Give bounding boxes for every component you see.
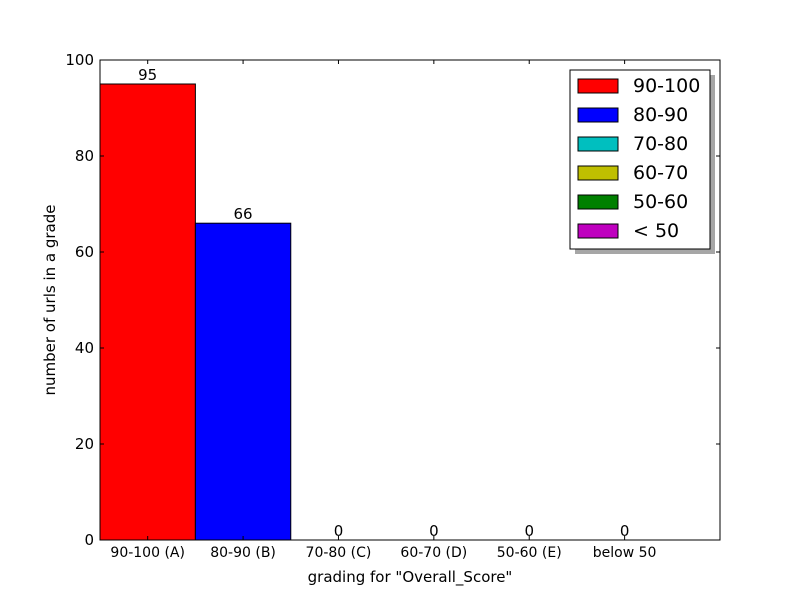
legend-box [569,69,711,250]
bar-value-label-2: 0 [334,522,344,540]
x-axis-label: grading for "Overall_Score" [308,568,513,587]
y-tick-label-2: 40 [75,339,94,357]
y-tick-label-1: 20 [75,435,94,453]
y-tick-label-0: 0 [84,531,94,549]
legend: 90-100 80-90 70-80 60-70 50-60 < 50 [569,69,715,254]
bar-value-label-3: 0 [429,522,439,540]
bars-layer [99,83,292,541]
x-tick-label-3: 60-70 (D) [400,545,467,561]
legend-label-4: 50-60 [633,191,688,213]
plot-area-frame [99,59,721,541]
bar-0 [99,83,196,541]
legend-swatch-3 [577,165,619,181]
legend-swatch-1 [577,107,619,123]
legend-swatch-5 [577,223,619,239]
bar-1 [194,222,292,541]
legend-label-0: 90-100 [633,75,700,97]
legend-entries: 90-100 80-90 70-80 60-70 50-60 < 50 [577,75,700,242]
bar-value-labels: 95 66 0 0 0 0 [138,66,629,540]
legend-label-5: < 50 [633,220,679,242]
x-tick-label-1: 80-90 (B) [210,545,276,561]
y-axis-label: number of urls in a grade [41,205,59,396]
y-tick-label-5: 100 [65,51,94,69]
legend-swatch-0 [577,78,619,94]
bar-value-label-5: 0 [620,522,630,540]
x-tick-label-4: 50-60 (E) [497,545,562,561]
y-tick-label-4: 80 [75,147,94,165]
bar-value-label-4: 0 [524,522,534,540]
x-tick-label-2: 70-80 (C) [306,545,372,561]
legend-swatch-2 [577,136,619,152]
y-tick-label-3: 60 [75,243,94,261]
y-axis-ticks: 0 20 40 60 80 100 [65,51,720,549]
bar-value-label-1: 66 [234,205,253,223]
legend-label-3: 60-70 [633,162,688,184]
legend-label-2: 70-80 [633,133,688,155]
legend-swatch-4 [577,194,619,210]
bar-value-label-0: 95 [138,66,157,84]
x-tick-label-0: 90-100 (A) [110,545,185,561]
x-axis-ticks: 90-100 (A) 80-90 (B) 70-80 (C) 60-70 (D) 50-… [110,60,656,561]
x-tick-label-5: below 50 [593,545,657,561]
legend-label-1: 80-90 [633,104,688,126]
